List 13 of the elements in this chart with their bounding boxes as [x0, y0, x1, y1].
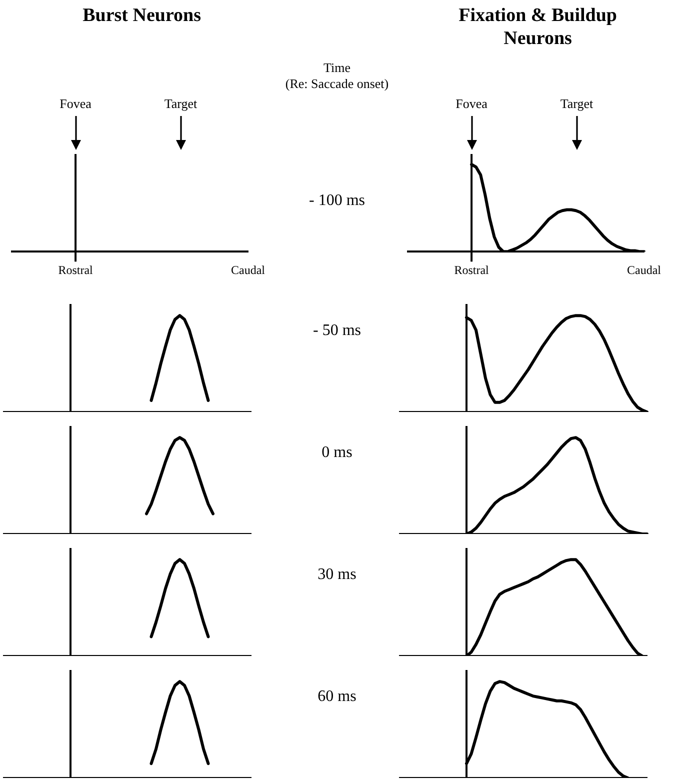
text: 60 ms — [316, 688, 358, 706]
text: Target — [163, 96, 198, 112]
text: 0 ms — [320, 444, 354, 462]
text: - 100 ms — [308, 192, 366, 210]
text: Burst Neurons — [82, 4, 202, 27]
text: - 50 ms — [312, 322, 362, 340]
text: (Re: Saccade onset) — [284, 76, 390, 92]
text: 30 ms — [316, 566, 358, 584]
text: Fovea — [454, 96, 488, 112]
text: Fovea — [58, 96, 92, 112]
text: Target — [559, 96, 594, 112]
text: Time — [322, 60, 352, 76]
chart-title: Fixation & Buildup Neurons — [458, 4, 618, 50]
